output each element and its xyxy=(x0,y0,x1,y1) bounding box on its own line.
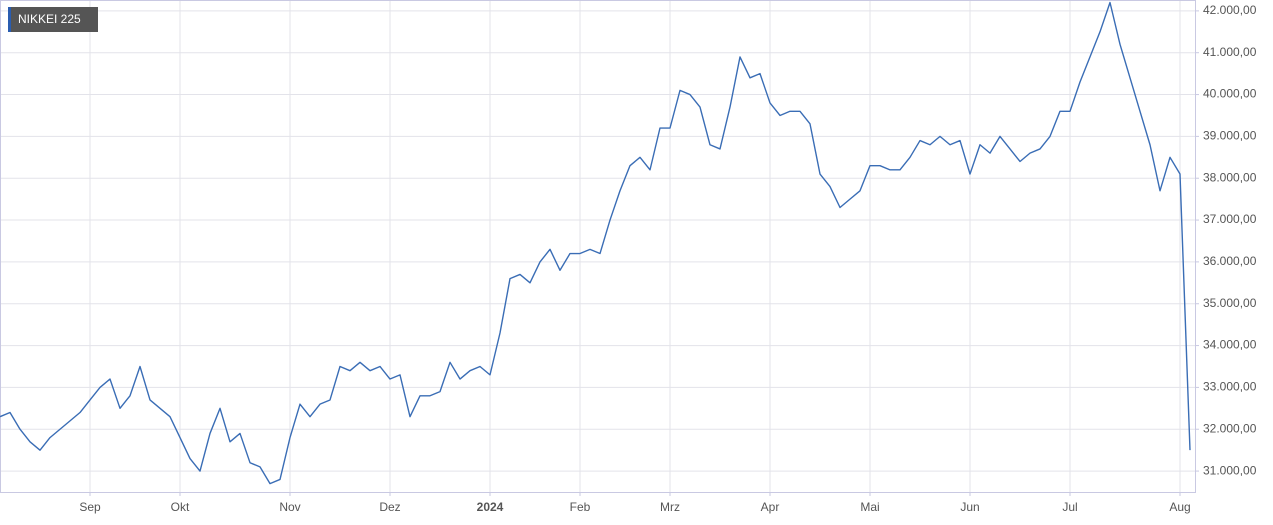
badge-box xyxy=(8,7,98,32)
x-tick-label: Sep xyxy=(79,500,101,514)
x-tick-label: Dez xyxy=(379,500,400,514)
chart-title: NIKKEI 225 xyxy=(18,12,81,26)
x-tick-label: Nov xyxy=(279,500,300,514)
y-tick-label: 41.000,00 xyxy=(1203,45,1257,59)
x-tick-label: Jun xyxy=(960,500,979,514)
y-tick-label: 31.000,00 xyxy=(1203,463,1257,477)
x-tick-label: Apr xyxy=(761,500,780,514)
plot-layer: 31.000,00 32.000,00 33.000,00 34.000,00 35.0… xyxy=(0,1,1257,514)
y-tick-label: 39.000,00 xyxy=(1203,129,1257,143)
y-tick-label: 42.000,00 xyxy=(1203,3,1257,17)
y-tick-label: 32.000,00 xyxy=(1203,421,1257,435)
x-tick-label: Mai xyxy=(860,500,879,514)
y-tick-label: 37.000,00 xyxy=(1203,212,1257,226)
y-tick-label: 33.000,00 xyxy=(1203,380,1257,394)
plot-area xyxy=(0,0,1196,493)
x-tick-label: 2024 xyxy=(477,500,504,514)
x-tick-label: Jul xyxy=(1062,500,1077,514)
y-tick-label: 40.000,00 xyxy=(1203,87,1257,101)
badge-stripe xyxy=(8,7,11,32)
y-tick-label: 34.000,00 xyxy=(1203,338,1257,352)
x-tick-label: Feb xyxy=(570,500,591,514)
y-tick-label: 38.000,00 xyxy=(1203,170,1257,184)
y-tick-label: 35.000,00 xyxy=(1203,296,1257,310)
x-tick-label: Mrz xyxy=(660,500,680,514)
x-tick-label: Aug xyxy=(1169,500,1190,514)
y-tick-label: 36.000,00 xyxy=(1203,254,1257,268)
price-line xyxy=(0,1,1191,485)
title-badge: NIKKEI 225 xyxy=(8,7,98,32)
x-tick-label: Okt xyxy=(171,500,190,514)
